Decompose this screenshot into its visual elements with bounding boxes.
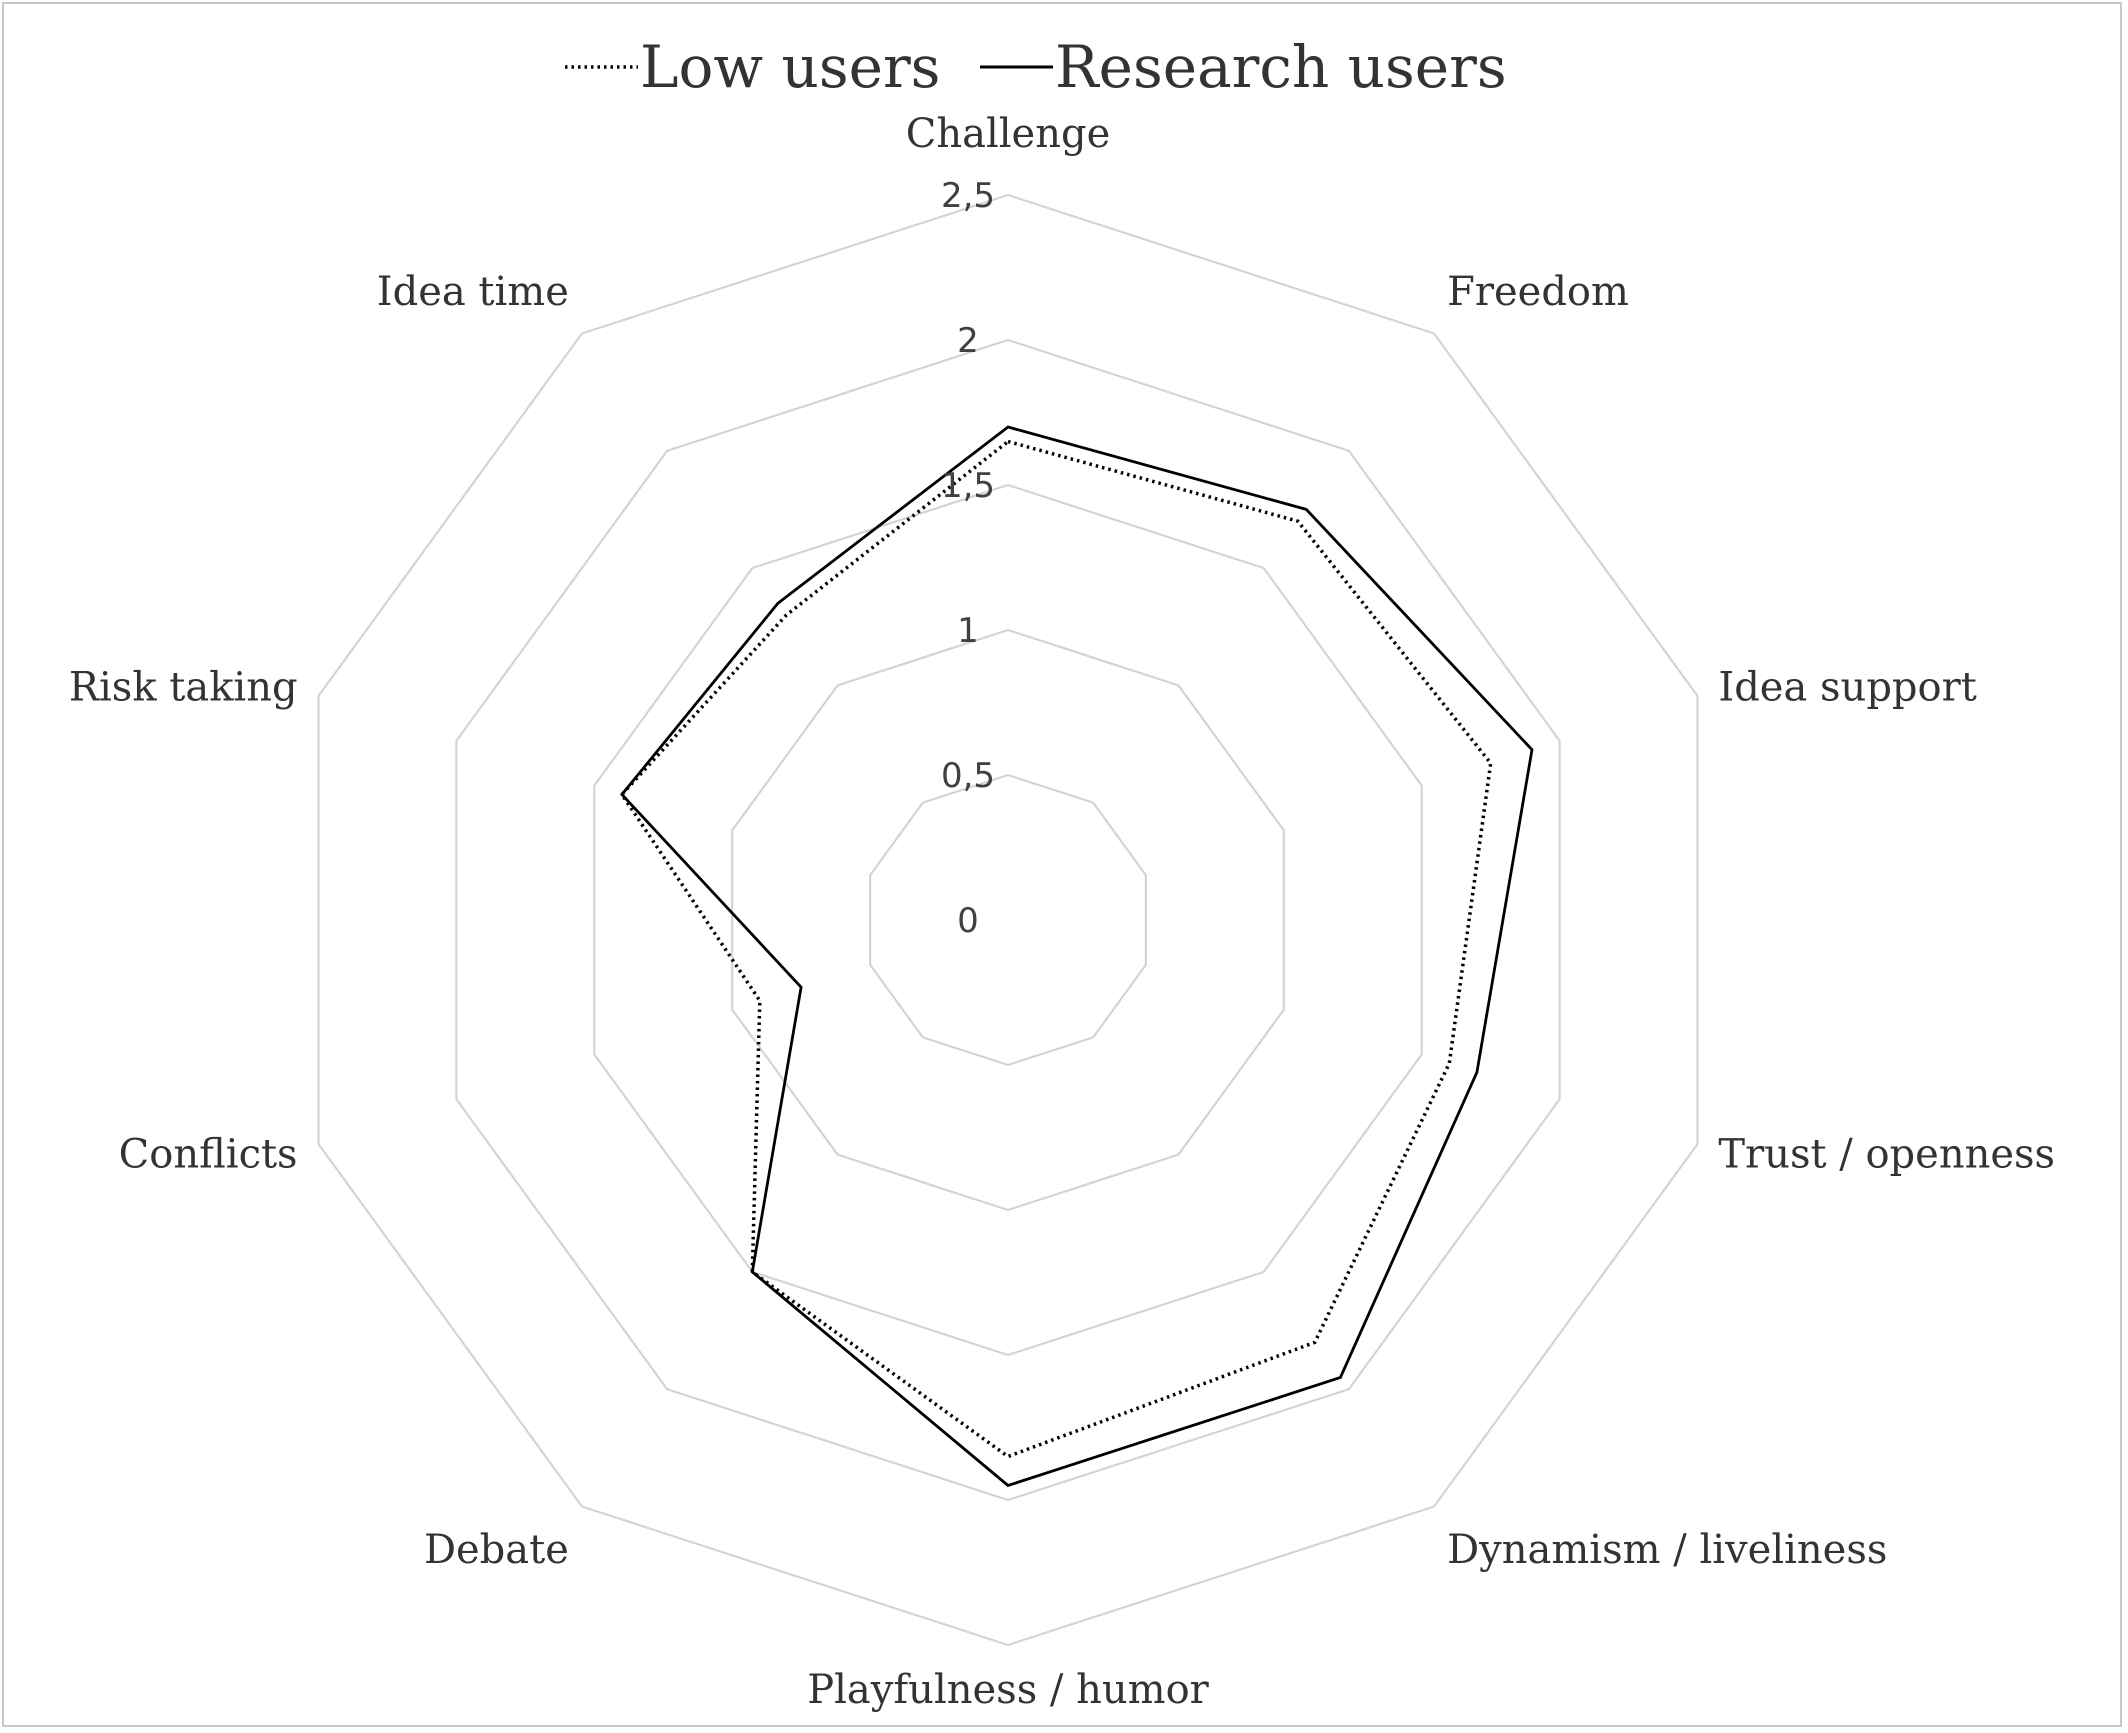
legend-label-low-users: Low users: [640, 33, 940, 101]
axis-label-idea-time: Idea time: [377, 269, 569, 315]
series-line-low-users: [619, 439, 1493, 1459]
tick-label-0: 0: [957, 901, 979, 941]
axis-label-conflicts: Conflicts: [119, 1131, 298, 1177]
series-line-research-users: [620, 425, 1534, 1488]
axis-label-freedom: Freedom: [1447, 269, 1629, 315]
gridline-ring-4: [455, 338, 1561, 1502]
tick-label-1: 0,5: [941, 756, 995, 796]
tick-label-3: 1,5: [941, 466, 995, 506]
axis-label-risk-taking: Risk taking: [69, 665, 298, 711]
axis-label-playfulness-humor: Playfulness / humor: [807, 1667, 1209, 1713]
axis-label-challenge: Challenge: [906, 111, 1111, 157]
tick-label-4: 2: [957, 321, 979, 361]
legend-label-research-users: Research users: [1055, 33, 1507, 101]
axis-label-idea-support: Idea support: [1718, 665, 1976, 711]
axis-label-dynamism-liveliness: Dynamism / liveliness: [1447, 1527, 1887, 1573]
gridline-ring-5: [317, 193, 1699, 1647]
tick-label-2: 1: [957, 611, 979, 651]
axis-labels: Challenge Freedom Idea support Trust / open…: [69, 111, 2055, 1713]
gridline-ring-1: [868, 773, 1148, 1067]
gridline-ring-3: [593, 483, 1423, 1357]
tick-label-5: 2,5: [941, 176, 995, 216]
axis-label-debate: Debate: [424, 1527, 569, 1573]
axis-label-trust-openness: Trust / openness: [1718, 1131, 2055, 1177]
series-layer: [619, 425, 1534, 1488]
legend: Low users Research users: [565, 33, 1507, 101]
grid-layer: [317, 193, 1699, 1647]
tick-labels: 0 0,5 1 1,5 2 2,5: [941, 176, 995, 941]
gridline-ring-2: [731, 628, 1285, 1212]
